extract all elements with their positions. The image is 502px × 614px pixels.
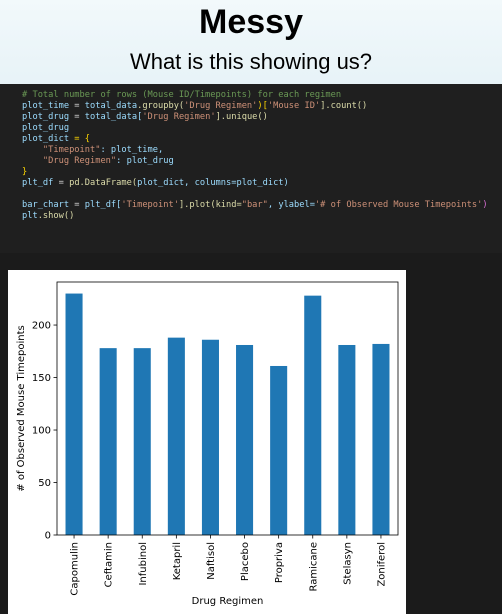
- bar-naftisol: [201, 339, 219, 535]
- bar-ketapril: [167, 337, 185, 535]
- code-line-plt-show: plt.show(): [22, 211, 75, 221]
- y-tick-label: 50: [38, 478, 51, 489]
- bar-chart-output: 0 50 100 150 200 Capomulin Ceftamin Infubinol Ke…: [8, 270, 406, 614]
- x-tick-label-infubinol: Infubinol: [138, 542, 149, 586]
- code-line-plot-drug-echo: plot_drug: [22, 123, 70, 133]
- code-line-comment: # Total number of rows (Mouse ID/Timepoi…: [22, 90, 342, 100]
- y-tick-label: 100: [32, 426, 51, 437]
- y-tick-label: 0: [45, 531, 51, 542]
- bar-ceftamin: [99, 348, 117, 535]
- code-line-plot-time: plot_time = total_data.groupby('Drug Reg…: [22, 101, 368, 111]
- slide-subtitle: What is this showing us?: [129, 49, 373, 74]
- x-tick-label-capomulin: Capomulin: [70, 542, 81, 596]
- code-line-plot-drug: plot_drug = total_data['Drug Regimen'].u…: [22, 112, 268, 122]
- code-line-dict-close: }: [22, 167, 28, 177]
- code-line-dict-timepoint: "Timepoint": plot_time,: [42, 145, 164, 155]
- x-tick-label-stelasyn: Stelasyn: [342, 542, 353, 585]
- x-tick-label-ramicane: Ramicane: [308, 542, 319, 592]
- x-tick-label-zoniferol: Zoniferol: [376, 542, 387, 587]
- bar-chart: 0 50 100 150 200 Capomulin Ceftamin Infubinol Ke…: [16, 281, 399, 607]
- code-line-plt-df: plt_df = pd.DataFrame(plot_dict, columns…: [22, 178, 289, 188]
- y-axis-label: # of Observed Mouse Timepoints: [16, 325, 27, 491]
- slide-title: Messy: [199, 3, 303, 41]
- x-tick-label-ceftamin: Ceftamin: [104, 542, 115, 587]
- bar-capomulin: [65, 293, 83, 535]
- bar-propriva: [270, 365, 288, 535]
- bar-infubinol: [133, 348, 151, 535]
- code-line-plot-dict: plot_dict = {: [22, 134, 90, 144]
- bar-stelasyn: [338, 344, 356, 535]
- code-line-blank: [22, 189, 488, 200]
- y-tick-label: 150: [32, 373, 51, 384]
- code-lines: # Total number of rows (Mouse ID/Timepoi…: [22, 90, 488, 222]
- bar-ramicane: [304, 295, 322, 535]
- x-tick-label-placebo: Placebo: [240, 542, 251, 581]
- x-tick-label-naftisol: Naftisol: [206, 542, 217, 580]
- x-tick-label-ketapril: Ketapril: [172, 542, 183, 580]
- bar-placebo: [236, 344, 254, 535]
- code-line-dict-regimen: "Drug Regimen": plot_drug: [42, 156, 174, 166]
- code-line-bar-chart: bar_chart = plt_df['Timepoint'].plot(kin…: [22, 200, 488, 210]
- y-tick-label: 200: [32, 321, 51, 332]
- x-axis-label: Drug Regimen: [192, 596, 264, 607]
- plot-frame: [56, 281, 399, 536]
- x-tick-label-propriva: Propriva: [274, 542, 285, 583]
- bar-zoniferol: [372, 343, 390, 535]
- code-cell[interactable]: # Total number of rows (Mouse ID/Timepoi…: [0, 84, 502, 253]
